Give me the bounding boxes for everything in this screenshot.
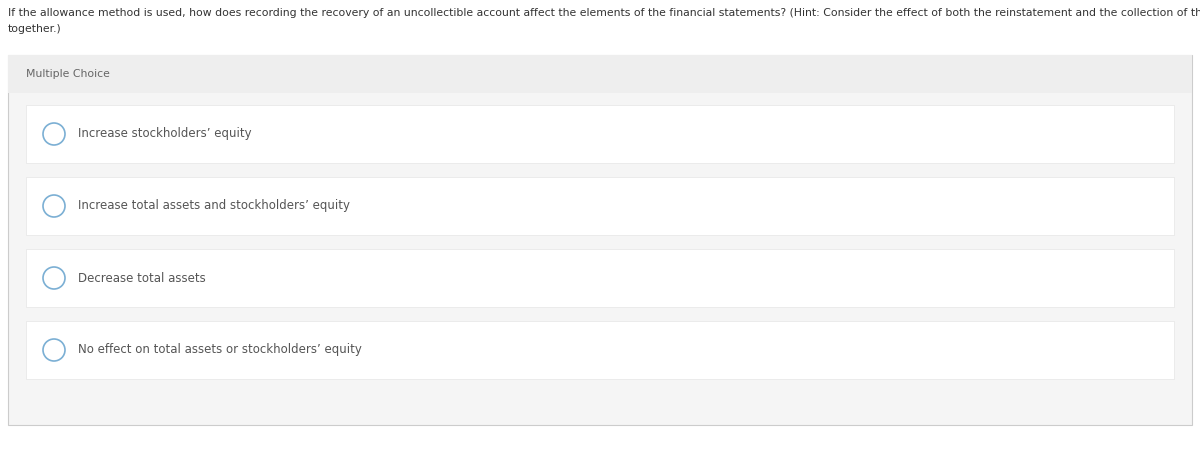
Text: together.): together.)	[8, 24, 61, 34]
Circle shape	[43, 123, 65, 145]
FancyBboxPatch shape	[8, 55, 1192, 93]
Text: If the allowance method is used, how does recording the recovery of an uncollect: If the allowance method is used, how doe…	[8, 8, 1200, 18]
FancyBboxPatch shape	[26, 105, 1174, 163]
Text: Increase stockholders’ equity: Increase stockholders’ equity	[78, 128, 252, 140]
FancyBboxPatch shape	[26, 321, 1174, 379]
Circle shape	[43, 195, 65, 217]
Text: Increase total assets and stockholders’ equity: Increase total assets and stockholders’ …	[78, 199, 350, 212]
Text: No effect on total assets or stockholders’ equity: No effect on total assets or stockholder…	[78, 344, 362, 356]
Circle shape	[43, 267, 65, 289]
Circle shape	[43, 339, 65, 361]
FancyBboxPatch shape	[26, 249, 1174, 307]
Text: Decrease total assets: Decrease total assets	[78, 271, 205, 285]
FancyBboxPatch shape	[26, 177, 1174, 235]
FancyBboxPatch shape	[8, 55, 1192, 425]
Text: Multiple Choice: Multiple Choice	[26, 69, 110, 79]
